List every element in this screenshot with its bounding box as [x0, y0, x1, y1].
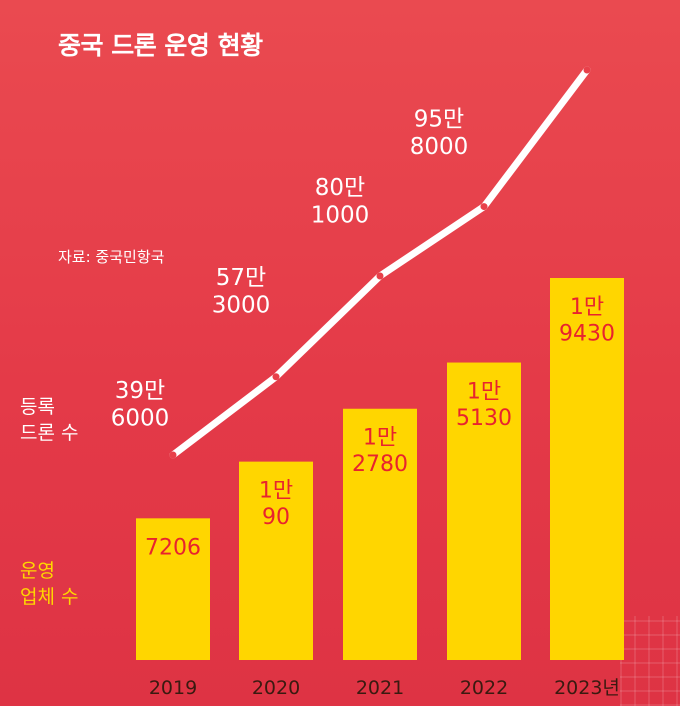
bar-2019 — [136, 518, 210, 660]
line-series-path — [169, 66, 591, 459]
corner-decoration — [620, 616, 680, 706]
bar-label-2022: 1만 5130 — [456, 380, 512, 431]
line-label-2019: 39만 6000 — [111, 378, 170, 432]
chart-title: 중국 드론 운영 현황 — [58, 31, 263, 60]
bar-2021 — [343, 408, 417, 660]
bar-2020 — [239, 461, 313, 660]
bar-label-2021: 1만 2780 — [352, 426, 408, 477]
line-label-2022: 95만 8000 — [410, 107, 469, 161]
bar-2022 — [447, 362, 521, 660]
bar-label-2019: 7206 — [145, 535, 201, 560]
line-point-2023년 — [583, 66, 591, 74]
line-point-2021 — [376, 272, 384, 280]
x-tick-1: 2020 — [252, 677, 300, 699]
line-series-label: 등록 드론 수 — [20, 396, 79, 444]
line-label-2021: 80만 1000 — [311, 175, 370, 229]
x-tick-3: 2022 — [460, 677, 508, 699]
bar-2023년 — [550, 278, 624, 660]
line-point-2022 — [480, 203, 488, 211]
source-note: 자료: 중국민항국 — [58, 248, 165, 266]
x-tick-0: 2019 — [149, 677, 197, 699]
bar-series-label: 운영 업체 수 — [20, 560, 79, 608]
bar-label-2023년: 1만 9430 — [559, 295, 615, 346]
line-point-2019 — [169, 451, 177, 459]
line-point-2020 — [272, 373, 280, 381]
line-label-2020: 57만 3000 — [212, 265, 271, 319]
x-tick-2: 2021 — [356, 677, 404, 699]
bar-label-2020: 1만 90 — [259, 479, 293, 530]
x-tick-4: 2023년 — [554, 677, 620, 699]
